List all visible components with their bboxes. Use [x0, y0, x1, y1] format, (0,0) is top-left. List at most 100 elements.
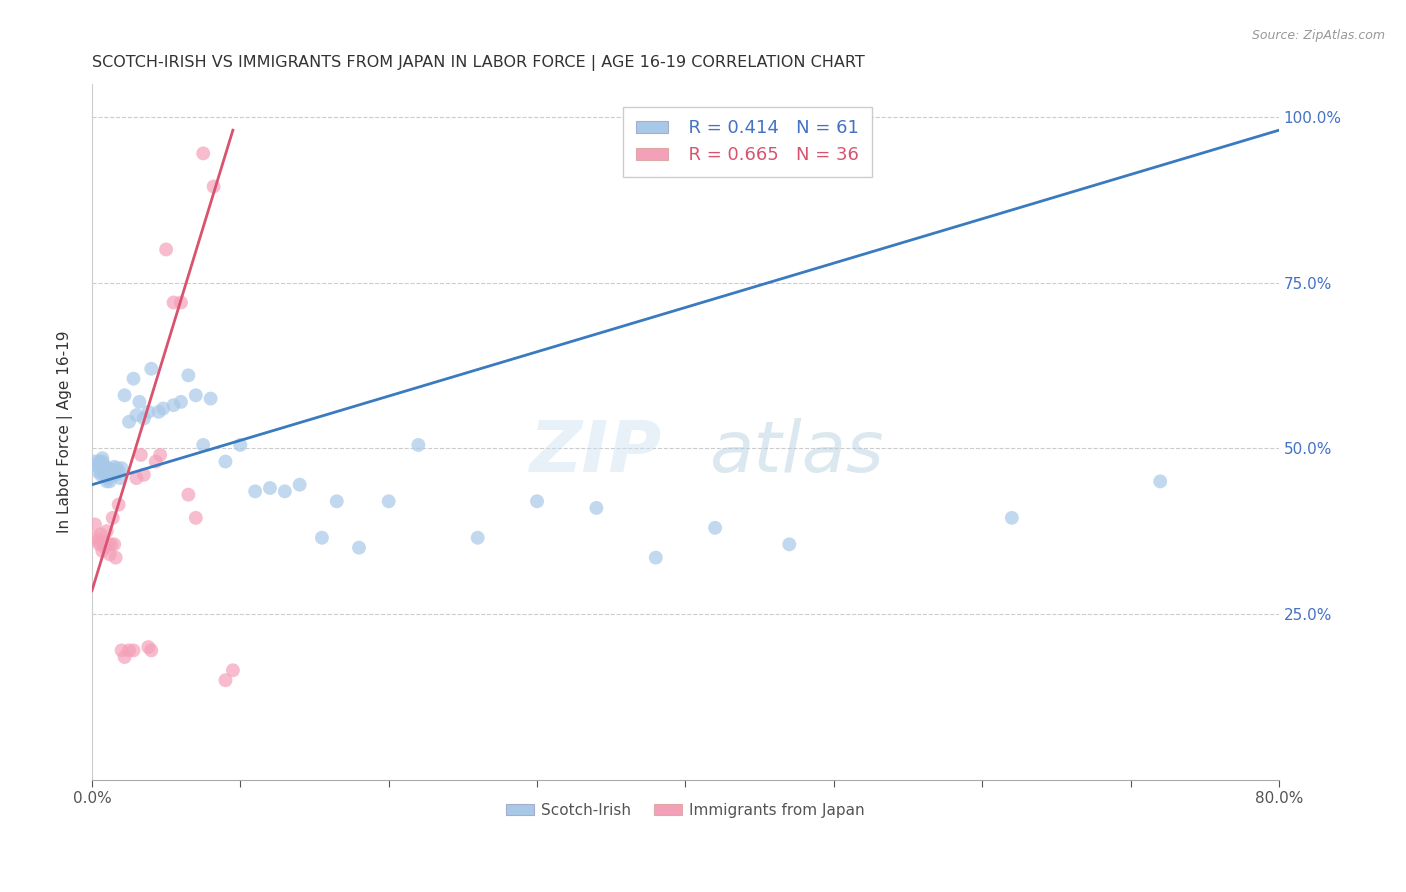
Point	[93, 467, 115, 482]
Point	[89, 454, 111, 468]
Point	[86, 531, 108, 545]
Point	[83, 454, 105, 468]
Point	[125, 471, 148, 485]
Point	[177, 368, 200, 383]
Point	[170, 395, 193, 409]
Point	[129, 448, 152, 462]
Point	[644, 550, 666, 565]
Point	[408, 438, 430, 452]
Point	[311, 531, 333, 545]
Point	[1001, 511, 1024, 525]
Point	[177, 488, 200, 502]
Point	[202, 179, 225, 194]
Point	[118, 415, 141, 429]
Point	[89, 537, 111, 551]
Point	[243, 484, 266, 499]
Point	[128, 395, 150, 409]
Point	[778, 537, 800, 551]
Point	[184, 388, 207, 402]
Point	[222, 663, 245, 677]
Y-axis label: In Labor Force | Age 16-19: In Labor Force | Age 16-19	[58, 330, 73, 533]
Point	[110, 461, 132, 475]
Point	[145, 454, 167, 468]
Point	[91, 454, 114, 468]
Point	[97, 537, 120, 551]
Point	[108, 471, 131, 485]
Point	[87, 465, 110, 479]
Point	[98, 547, 121, 561]
Point	[94, 541, 117, 555]
Point	[152, 401, 174, 416]
Point	[114, 388, 136, 402]
Point	[104, 467, 127, 482]
Text: SCOTCH-IRISH VS IMMIGRANTS FROM JAPAN IN LABOR FORCE | AGE 16-19 CORRELATION CHA: SCOTCH-IRISH VS IMMIGRANTS FROM JAPAN IN…	[91, 55, 865, 71]
Point	[107, 465, 129, 479]
Point	[83, 517, 105, 532]
Point	[132, 467, 155, 482]
Point	[97, 471, 120, 485]
Point	[125, 408, 148, 422]
Point	[105, 461, 128, 475]
Point	[1149, 475, 1171, 489]
Point	[377, 494, 399, 508]
Point	[229, 438, 252, 452]
Text: Source: ZipAtlas.com: Source: ZipAtlas.com	[1251, 29, 1385, 42]
Point	[118, 643, 141, 657]
Point	[96, 524, 118, 538]
Point	[114, 650, 136, 665]
Point	[136, 405, 159, 419]
Point	[467, 531, 489, 545]
Point	[132, 411, 155, 425]
Point	[93, 535, 115, 549]
Point	[122, 372, 145, 386]
Point	[90, 527, 112, 541]
Point	[100, 467, 122, 482]
Point	[89, 461, 111, 475]
Point	[526, 494, 548, 508]
Point	[155, 243, 177, 257]
Point	[136, 640, 159, 654]
Point	[326, 494, 349, 508]
Point	[193, 146, 215, 161]
Point	[107, 498, 129, 512]
Point	[91, 544, 114, 558]
Point	[184, 511, 207, 525]
Point	[98, 475, 121, 489]
Point	[97, 461, 120, 475]
Point	[100, 537, 122, 551]
Point	[170, 295, 193, 310]
Point	[214, 454, 236, 468]
Point	[94, 461, 117, 475]
Point	[200, 392, 222, 406]
Point	[104, 550, 127, 565]
Text: ZIP: ZIP	[530, 418, 662, 487]
Point	[585, 500, 607, 515]
Point	[193, 438, 215, 452]
Point	[141, 643, 163, 657]
Point	[98, 465, 121, 479]
Point	[94, 465, 117, 479]
Point	[288, 477, 311, 491]
Point	[87, 534, 110, 549]
Point	[149, 448, 172, 462]
Point	[704, 521, 727, 535]
Point	[93, 458, 115, 472]
Point	[96, 465, 118, 479]
Point	[101, 462, 124, 476]
Point	[86, 458, 108, 472]
Point	[110, 643, 132, 657]
Legend: Scotch-Irish, Immigrants from Japan: Scotch-Irish, Immigrants from Japan	[501, 797, 870, 824]
Point	[259, 481, 281, 495]
Point	[214, 673, 236, 688]
Point	[141, 361, 163, 376]
Point	[101, 511, 124, 525]
Point	[96, 475, 118, 489]
Point	[148, 405, 170, 419]
Point	[90, 467, 112, 482]
Point	[103, 537, 125, 551]
Text: atlas: atlas	[709, 418, 884, 487]
Point	[103, 459, 125, 474]
Point	[122, 643, 145, 657]
Point	[347, 541, 370, 555]
Point	[162, 295, 184, 310]
